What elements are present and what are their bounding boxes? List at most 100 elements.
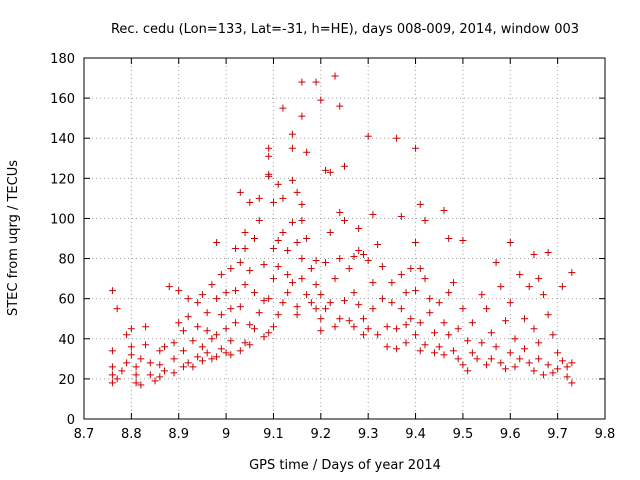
data-point (312, 281, 320, 289)
data-point (478, 291, 486, 299)
data-point (326, 299, 334, 307)
data-point (317, 291, 325, 299)
data-point (563, 373, 571, 381)
data-point (421, 275, 429, 283)
data-point (146, 371, 154, 379)
data-point (108, 347, 116, 355)
data-point (336, 315, 344, 323)
x-tick-label: 9.1 (263, 427, 284, 442)
data-point (364, 325, 372, 333)
data-point (161, 343, 169, 351)
data-point (303, 148, 311, 156)
data-point (241, 281, 249, 289)
data-point (123, 359, 131, 367)
data-point (151, 377, 159, 385)
data-point (322, 166, 330, 174)
data-point (236, 188, 244, 196)
data-point (506, 299, 514, 307)
data-point (506, 239, 514, 247)
data-point (179, 327, 187, 335)
data-point (539, 371, 547, 379)
data-point (412, 239, 420, 247)
data-point (293, 311, 301, 319)
data-point (359, 315, 367, 323)
y-tick-label: 140 (50, 132, 75, 147)
data-point (502, 317, 510, 325)
data-point (236, 303, 244, 311)
data-point (473, 355, 481, 363)
data-point (544, 249, 552, 257)
data-point (568, 359, 576, 367)
x-tick-label: 9 (222, 427, 230, 442)
data-point (416, 319, 424, 327)
data-point (464, 337, 472, 345)
data-point (251, 289, 259, 297)
data-point (468, 319, 476, 327)
data-point (194, 299, 202, 307)
data-point (217, 345, 225, 353)
data-point (530, 251, 538, 259)
data-point (525, 359, 533, 367)
data-point (241, 228, 249, 236)
data-point (303, 235, 311, 242)
data-point (511, 335, 519, 343)
data-point (222, 349, 230, 357)
data-point (468, 349, 476, 357)
data-point (208, 281, 216, 289)
data-point (175, 287, 183, 295)
data-point (279, 299, 287, 307)
data-point (563, 363, 571, 371)
data-point (464, 367, 472, 375)
data-point (412, 144, 420, 152)
data-point (369, 210, 377, 218)
x-tick-label: 8.9 (168, 427, 189, 442)
data-point (232, 287, 240, 295)
data-point (312, 257, 320, 265)
data-point (535, 339, 543, 347)
data-point (217, 271, 225, 279)
data-point (265, 172, 273, 180)
x-tick-label: 8.7 (74, 427, 95, 442)
data-point (298, 255, 306, 263)
x-tick-label: 9.2 (310, 427, 331, 442)
data-point (175, 319, 183, 327)
data-point (298, 216, 306, 224)
x-tick-label: 8.8 (121, 427, 142, 442)
data-point (331, 275, 339, 283)
data-point (288, 130, 296, 138)
data-point (317, 96, 325, 104)
data-point (269, 323, 277, 331)
data-point (445, 235, 453, 242)
data-point (502, 365, 510, 373)
axis-ticks: 8.7 8.8 8.9 9 9.1 9.2 9.3 9.4 9.5 9.6 9.7 9.8 0 20 40 6… (50, 52, 615, 442)
data-point (184, 359, 192, 367)
data-point (132, 371, 140, 379)
data-point (170, 355, 178, 363)
data-point (217, 311, 225, 319)
data-point (402, 289, 410, 297)
data-point (364, 132, 372, 140)
y-tick-label: 100 (50, 212, 75, 227)
data-point (213, 295, 221, 303)
data-point (435, 299, 443, 307)
y-tick-label: 180 (50, 52, 75, 67)
data-point (530, 367, 538, 375)
data-point (516, 355, 524, 363)
data-point (483, 361, 491, 369)
data-point (255, 309, 263, 317)
data-point (127, 351, 135, 359)
data-point (359, 251, 367, 259)
data-point (350, 323, 358, 331)
data-point (393, 134, 401, 142)
data-point (156, 373, 164, 381)
data-point (397, 271, 405, 279)
data-point (255, 194, 263, 202)
data-point (208, 335, 216, 343)
data-point (430, 329, 438, 337)
data-point (274, 180, 282, 188)
data-point (293, 188, 301, 196)
data-point (265, 295, 273, 303)
data-point (558, 283, 566, 291)
data-points (108, 72, 576, 389)
data-point (449, 279, 457, 287)
